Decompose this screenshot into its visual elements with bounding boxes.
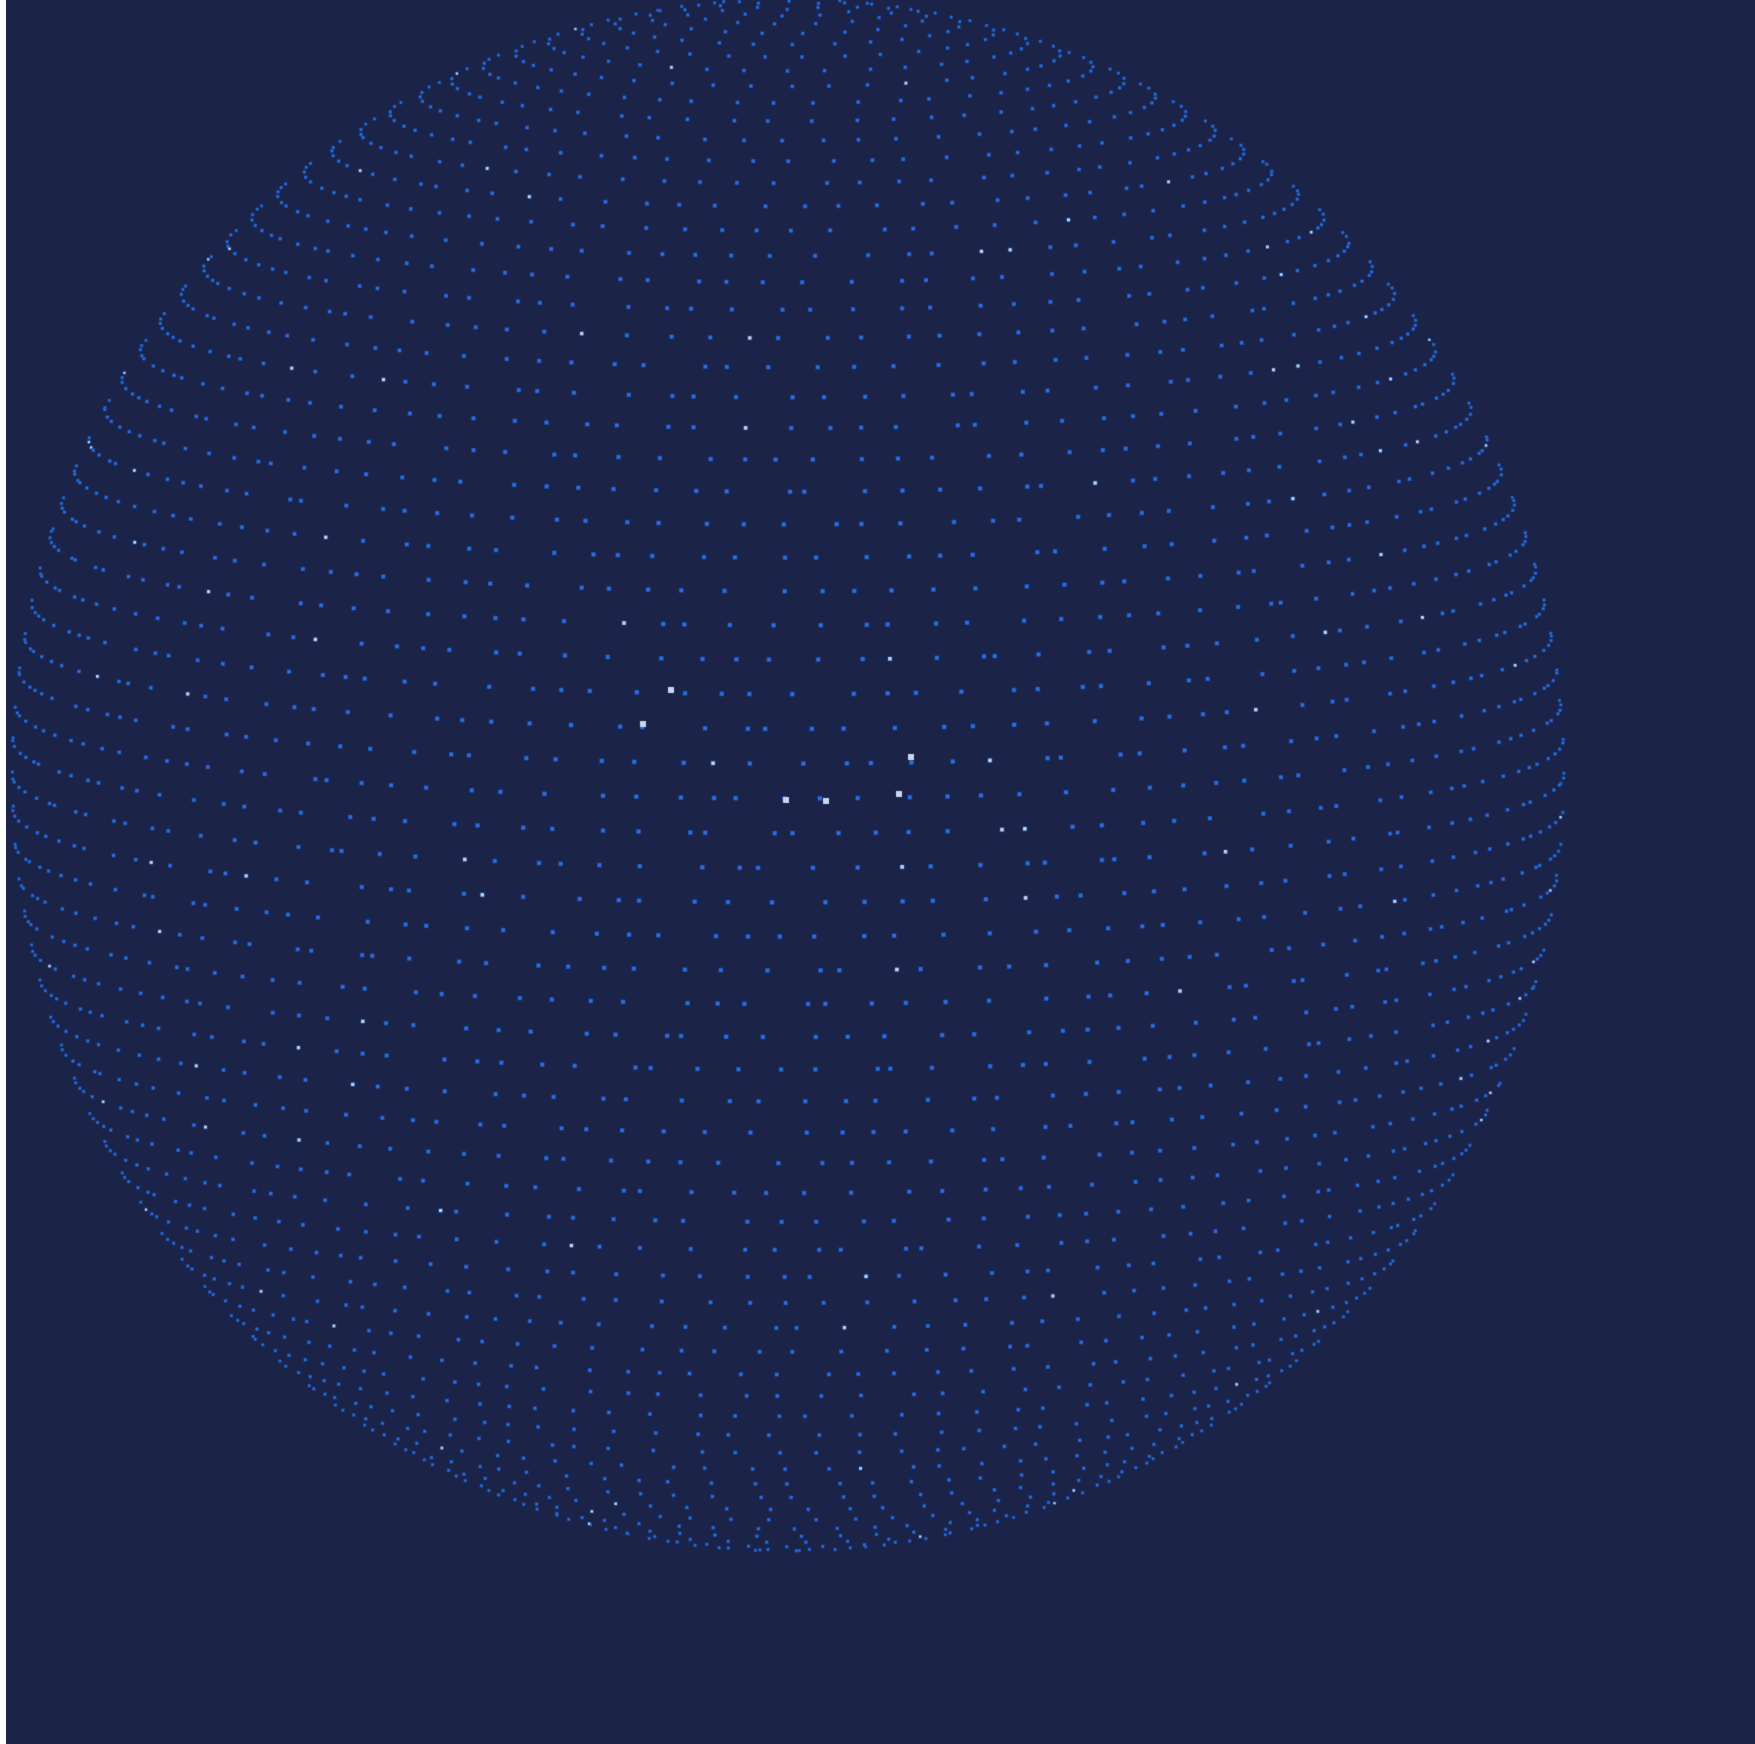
particle-sphere-canvas[interactable] [6,0,1755,1744]
particle-sphere-viewport[interactable] [6,0,1755,1744]
